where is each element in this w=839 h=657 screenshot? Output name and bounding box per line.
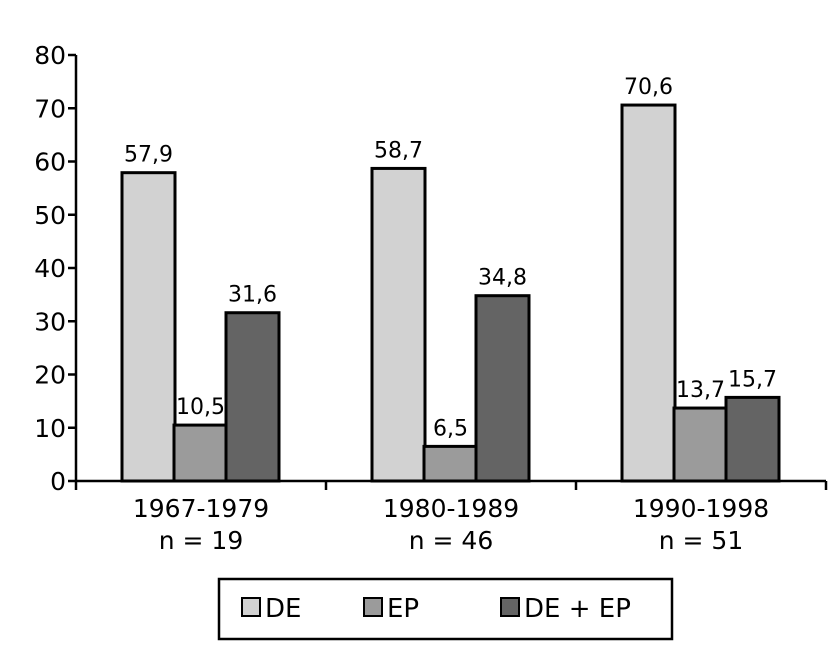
data-label: 15,7: [728, 367, 777, 392]
legend-label: EP: [387, 594, 419, 624]
legend: DE EP DE + EP: [217, 577, 674, 641]
y-tick-label: 0: [50, 467, 66, 496]
x-tick-sublabel: n = 19: [159, 526, 244, 555]
data-label: 58,7: [374, 138, 423, 163]
legend-swatch: [241, 597, 261, 617]
data-label: 31,6: [228, 283, 277, 308]
tick-labels-layer: 0 10 20 30 40 50 60 70 80 1967-1979 n = 19 1980-198…: [34, 41, 769, 555]
data-label: 10,5: [176, 395, 225, 420]
data-label: 34,8: [478, 266, 527, 291]
bar-de-1990-1998: [620, 103, 677, 483]
x-tick-label: 1980-1989: [383, 494, 519, 523]
x-tick-label: 1990-1998: [633, 494, 769, 523]
data-label: 70,6: [624, 75, 673, 100]
y-tick-label: 20: [34, 361, 66, 390]
data-label: 6,5: [433, 416, 468, 441]
bars-layer: [120, 103, 781, 483]
x-tick-label: 1967-1979: [133, 494, 269, 523]
x-tick-sublabel: n = 51: [659, 526, 744, 555]
legend-box: [217, 577, 674, 641]
bar-de-ep-1990-1998: [724, 395, 781, 483]
axes-layer: [68, 53, 828, 490]
y-tick-label: 80: [34, 41, 66, 70]
data-labels-layer: 57,9 10,5 31,6 58,7 6,5 34,8 70,6 13,7 15,7: [124, 75, 777, 441]
bar-de-1967-1979: [120, 171, 177, 483]
y-tick-label: 10: [34, 414, 66, 443]
bar-ep-1980-1989: [422, 444, 479, 483]
legend-swatch: [500, 597, 520, 617]
y-tick-label: 50: [34, 201, 66, 230]
x-tick-sublabel: n = 46: [409, 526, 494, 555]
legend-label: DE + EP: [524, 594, 631, 624]
data-label: 57,9: [124, 143, 173, 168]
data-label: 13,7: [676, 378, 725, 403]
bar-de-ep-1967-1979: [224, 311, 281, 483]
bar-de-1980-1989: [370, 166, 427, 483]
bar-de-ep-1980-1989: [474, 294, 531, 483]
bar-ep-1967-1979: [172, 423, 229, 483]
legend-swatch: [363, 597, 383, 617]
bar-ep-1990-1998: [672, 406, 729, 483]
y-tick-label: 60: [34, 148, 66, 177]
y-tick-label: 40: [34, 254, 66, 283]
legend-label: DE: [265, 594, 301, 624]
y-tick-label: 30: [34, 307, 66, 336]
y-tick-label: 70: [34, 94, 66, 123]
